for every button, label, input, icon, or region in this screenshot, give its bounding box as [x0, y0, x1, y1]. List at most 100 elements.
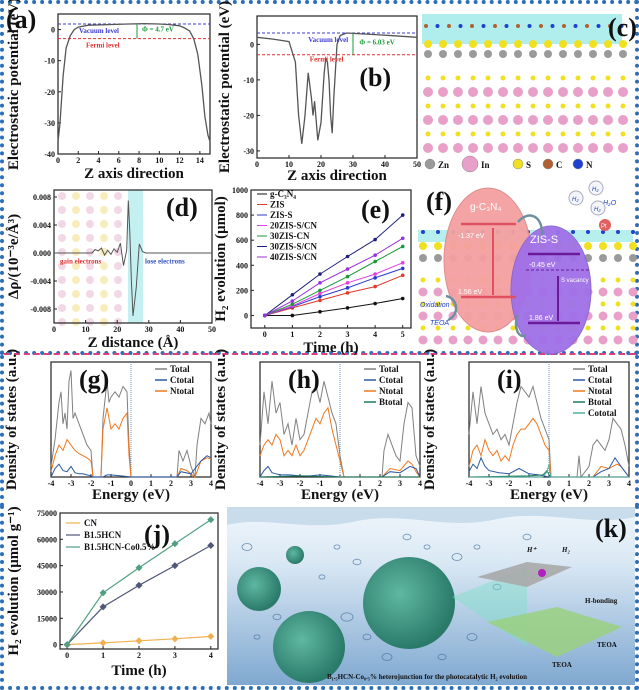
s-atom [454, 40, 462, 48]
water-surface [227, 507, 635, 526]
s-atom [630, 325, 636, 331]
x-axis-label: Energy (eV) [510, 487, 588, 503]
in-atom [543, 87, 553, 97]
dos-Total [468, 384, 630, 479]
h2-label-1: H₂ [592, 187, 599, 193]
zis-label: ZIS-S [530, 234, 558, 246]
panel-label-j: (j) [144, 520, 170, 549]
legend-entry: Ctotal [379, 375, 403, 385]
lattice-atom [72, 262, 80, 270]
co-atom [538, 569, 546, 577]
legend-label-Zn: Zn [438, 160, 449, 170]
y-axis-label: H₂ evolution (μmol g⁻¹) [6, 506, 22, 655]
s-atom [455, 103, 461, 109]
cn-atom [550, 24, 555, 28]
x-tick-label: 5 [401, 330, 405, 339]
s-atom [500, 75, 506, 81]
data-point [262, 313, 267, 318]
series-line-6 [264, 237, 403, 316]
y-axis-label: Δρ/(10⁻³e/Å³) [6, 214, 22, 299]
x-tick-label: -2 [297, 479, 304, 488]
lattice-atom [58, 192, 66, 200]
y-tick-label: 0 [244, 311, 248, 320]
lattice-atom [100, 290, 108, 298]
in-atom [418, 311, 428, 321]
lattice-atom [72, 192, 80, 200]
dos-Ntotal [50, 407, 212, 478]
lattice-atom [72, 290, 80, 298]
x-tick-label: -3 [486, 479, 493, 488]
s-atom [485, 75, 491, 81]
s-atom [620, 103, 626, 109]
legend-entry: Total [588, 364, 608, 374]
series-line-4 [264, 246, 403, 316]
s-atom [455, 131, 461, 137]
legend-label-N: N [586, 160, 593, 170]
s-atom [590, 75, 596, 81]
x-tick-label: 1 [567, 479, 571, 488]
panel-label-b: (b) [359, 63, 391, 92]
dos-Ntotal [468, 417, 630, 478]
s-atom [545, 131, 551, 137]
lattice-atom [114, 290, 122, 298]
zn-atom [559, 50, 567, 58]
lattice-atom [86, 262, 94, 270]
n-atom [586, 230, 590, 234]
nanosphere-2 [237, 567, 281, 611]
in-atom [423, 87, 433, 97]
panel-label-f: (f) [426, 187, 452, 216]
s-atom [440, 75, 446, 81]
potential-line [57, 22, 211, 142]
dos-Ctotal [50, 455, 212, 478]
in-atom [618, 143, 628, 153]
lattice-atom [72, 206, 80, 214]
s-atom [485, 103, 491, 109]
cn-atom [424, 24, 428, 28]
panel-label-i: (i) [497, 365, 522, 394]
zn-atom [469, 50, 477, 58]
bottom-left-frame [0, 355, 639, 507]
s-atom [425, 75, 431, 81]
x-tick-label: -1 [108, 479, 115, 488]
crystal-lattice [422, 14, 628, 153]
panel-label-a: (a) [6, 5, 36, 34]
x-tick-label: 2 [137, 651, 141, 660]
chart-h: -4 -3 -2 -1 0 1 2 3 4 Energy (eV) Density of state… [213, 349, 422, 503]
lattice-atom [86, 276, 94, 284]
data-point [135, 637, 143, 645]
y-axis-label: Density of states (a.u.) [4, 349, 20, 490]
lattice-atom [72, 234, 80, 242]
x-tick-label: 1 [290, 330, 294, 339]
data-point [345, 267, 350, 271]
in-atom [483, 115, 493, 125]
in-atom [628, 287, 638, 297]
x-tick-label: 2 [378, 479, 382, 488]
s-atom [514, 40, 522, 48]
lose-electrons-label: lose electrons [145, 258, 185, 266]
s-atom [615, 325, 621, 331]
bubble [492, 583, 502, 591]
data-point [171, 635, 179, 643]
bubble [381, 653, 393, 661]
in-atom [438, 87, 448, 97]
cn-atom [527, 24, 532, 28]
s-atom [630, 277, 636, 283]
panel-label-c: (c) [608, 13, 637, 42]
s-atom [605, 103, 611, 109]
s-atom [590, 131, 596, 137]
x-tick-label: 30 [145, 325, 153, 334]
s-atom [515, 75, 521, 81]
lattice-atom [114, 206, 122, 214]
s-atom [599, 242, 607, 250]
s-atom [435, 277, 441, 283]
x-tick-label: 0 [338, 479, 342, 488]
cn-atom [493, 24, 497, 28]
lattice-atom [86, 304, 94, 312]
zn-atom [419, 254, 427, 262]
in-atom [588, 87, 598, 97]
x-tick-label: 12 [176, 156, 184, 165]
lattice-atom [72, 276, 80, 284]
lattice-atom [58, 220, 66, 228]
x-tick-label: 2 [318, 330, 322, 339]
x-tick-label: -3 [277, 479, 284, 488]
